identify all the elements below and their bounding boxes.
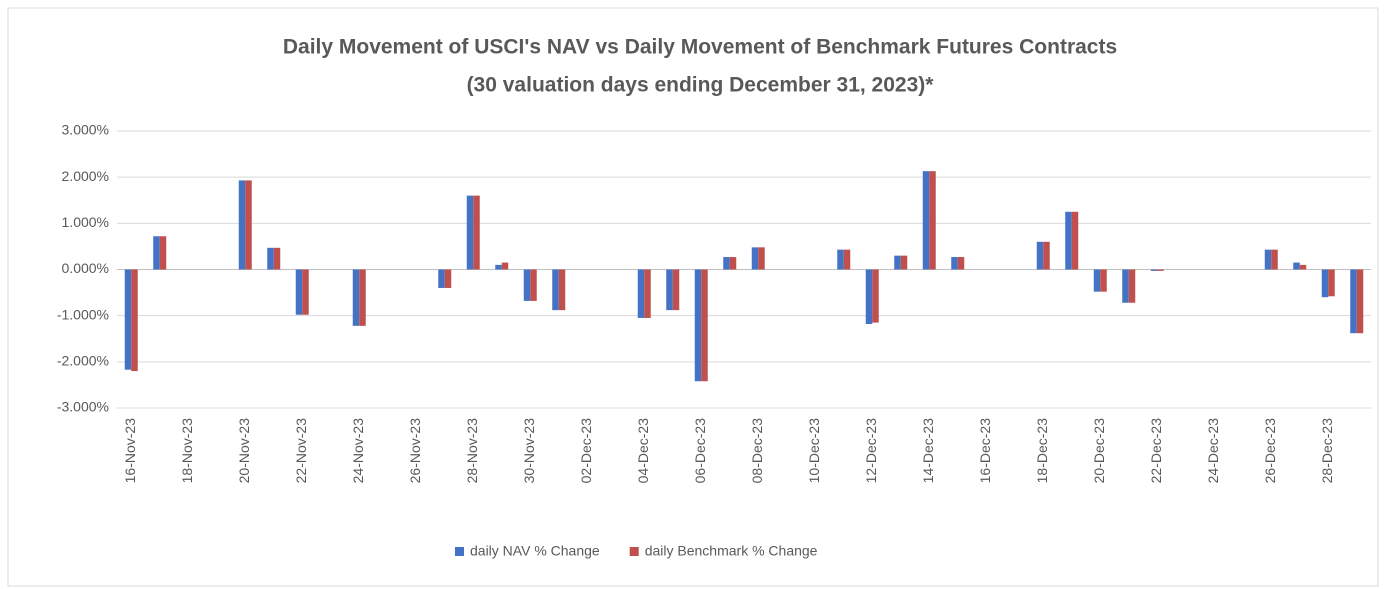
bar: [894, 255, 901, 270]
legend-swatch: [455, 547, 464, 556]
bar: [957, 257, 965, 270]
bar: [359, 269, 366, 326]
bar: [131, 269, 138, 372]
bar: [666, 269, 673, 311]
bar: [1299, 264, 1307, 270]
bar: [267, 247, 274, 270]
bar: [1264, 249, 1272, 270]
legend-swatch: [629, 547, 639, 556]
bar: [900, 255, 908, 270]
y-tick-label: -1.000%: [57, 306, 109, 322]
legend-label: daily Benchmark % Change: [645, 543, 818, 559]
bar: [523, 269, 531, 301]
x-tick-label: 16-Nov-23: [122, 418, 138, 484]
bar: [672, 269, 680, 311]
bar: [501, 262, 509, 270]
bar: [153, 236, 160, 270]
y-tick-label: 1.000%: [62, 214, 109, 230]
y-tick-label: -3.000%: [57, 399, 109, 415]
bar: [865, 269, 873, 324]
bar: [1157, 269, 1164, 271]
bar: [1356, 269, 1364, 334]
chart-frame: [7, 7, 1379, 587]
x-tick-label: 30-Nov-23: [521, 418, 537, 484]
bar: [1150, 269, 1158, 271]
x-tick-label: 20-Nov-23: [236, 418, 252, 484]
bar: [295, 269, 303, 315]
x-tick-label: 10-Dec-23: [806, 418, 822, 484]
x-tick-label: 02-Dec-23: [578, 418, 594, 484]
x-tick-label: 18-Nov-23: [179, 418, 195, 484]
bar: [729, 257, 737, 270]
legend-label: daily NAV % Change: [470, 543, 600, 559]
bar: [245, 180, 252, 270]
bar: [751, 247, 759, 270]
y-tick-label: 2.000%: [62, 168, 109, 184]
bar: [1328, 269, 1335, 297]
x-tick-label: 04-Dec-23: [635, 418, 651, 484]
x-tick-label: 08-Dec-23: [749, 418, 765, 484]
y-tick-label: -2.000%: [57, 353, 109, 369]
bar: [1321, 269, 1329, 298]
bar: [694, 269, 702, 382]
bar: [1043, 241, 1050, 270]
x-tick-label: 06-Dec-23: [692, 418, 708, 484]
bar: [922, 171, 930, 270]
x-tick-label: 14-Dec-23: [920, 418, 936, 484]
bar: [1065, 211, 1072, 270]
bar: [530, 269, 537, 301]
x-tick-label: 24-Dec-23: [1205, 418, 1221, 484]
bar: [929, 171, 936, 270]
bar: [444, 269, 452, 288]
x-tick-label: 16-Dec-23: [977, 418, 993, 484]
x-tick-label: 22-Dec-23: [1148, 418, 1164, 484]
bar: [238, 180, 246, 270]
bar: [1036, 241, 1044, 270]
x-tick-label: 22-Nov-23: [293, 418, 309, 484]
bar: [637, 269, 645, 318]
chart-title: Daily Movement of USCI's NAV vs Daily Mo…: [283, 36, 1117, 59]
bar: [644, 269, 651, 318]
bar: [302, 269, 309, 315]
bar: [701, 269, 708, 382]
bar: [723, 257, 730, 270]
bar: [872, 269, 879, 323]
bar: [558, 269, 566, 311]
bar: [1122, 269, 1129, 303]
x-tick-label: 26-Nov-23: [407, 418, 423, 484]
x-tick-label: 20-Dec-23: [1091, 418, 1107, 484]
x-tick-label: 18-Dec-23: [1034, 418, 1050, 484]
bar: [843, 249, 851, 270]
x-tick-label: 26-Dec-23: [1262, 418, 1278, 484]
bar: [159, 236, 167, 270]
bar: [1071, 211, 1079, 270]
bar: [837, 249, 844, 270]
bar: [758, 247, 765, 270]
x-tick-label: 12-Dec-23: [863, 418, 879, 484]
x-tick-label: 24-Nov-23: [350, 418, 366, 484]
bar: [1293, 262, 1300, 270]
bar: [951, 257, 958, 270]
x-tick-label: 28-Dec-23: [1319, 418, 1335, 484]
x-tick-label: 28-Nov-23: [464, 418, 480, 484]
bar: [1271, 249, 1278, 270]
bar: [1350, 269, 1357, 334]
bar: [1128, 269, 1136, 303]
y-tick-label: 3.000%: [62, 122, 109, 138]
bar: [1093, 269, 1101, 292]
bar: [273, 247, 281, 270]
bar: [438, 269, 445, 288]
y-tick-label: 0.000%: [62, 260, 109, 276]
bar: [352, 269, 360, 326]
chart-subtitle: (30 valuation days ending December 31, 2…: [467, 74, 935, 97]
bar: [124, 269, 132, 370]
bar: [552, 269, 559, 311]
bar: [1100, 269, 1107, 292]
bar: [466, 195, 474, 270]
bar: [495, 264, 502, 270]
bar: [473, 195, 480, 270]
